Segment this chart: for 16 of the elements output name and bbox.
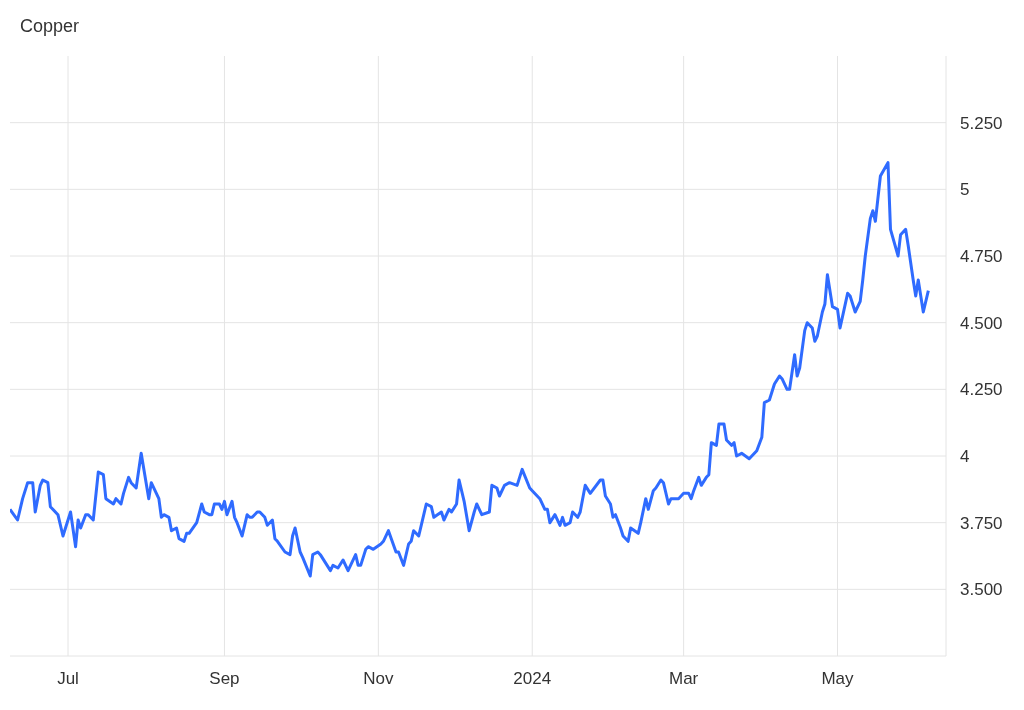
line-series (10, 161, 930, 578)
y-tick-label: 5.250 (960, 113, 1003, 133)
y-tick-label: 5 (960, 180, 970, 200)
y-tick-label: 4 (960, 447, 970, 467)
y-tick-label: 3.500 (960, 580, 1003, 600)
x-tick-label: 2024 (513, 669, 552, 689)
x-tick-label: May (821, 669, 855, 689)
x-tick-label: Mar (668, 669, 699, 689)
chart-title: Copper (19, 15, 81, 38)
x-tick-label: Sep (209, 669, 240, 689)
x-tick-label: Nov (363, 669, 394, 689)
y-tick-label: 4.750 (960, 247, 1003, 267)
y-tick-label: 3.750 (960, 513, 1003, 533)
y-tick-label: 4.500 (960, 313, 1003, 333)
x-tick-label: Jul (57, 669, 79, 689)
y-tick-label: 4.250 (960, 380, 1003, 400)
